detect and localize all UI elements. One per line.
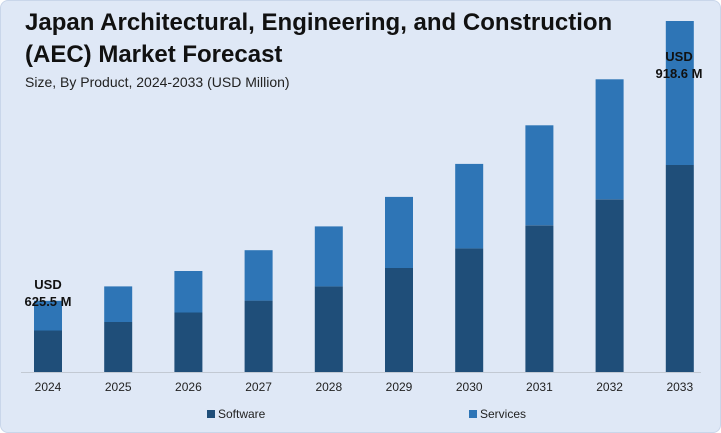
bar-services-2033 (665, 21, 694, 165)
legend-item-software: Software (207, 406, 265, 422)
x-tick-label-2026: 2026 (175, 380, 202, 394)
first-value-currency: USD (34, 277, 62, 292)
x-tick-label-2033: 2033 (666, 380, 693, 394)
x-tick-label-2030: 2030 (456, 380, 483, 394)
bar-services-2027 (244, 250, 273, 301)
bar-services-2029 (385, 196, 413, 268)
bar-services-2030 (455, 163, 484, 249)
bar-services-2026 (174, 271, 203, 313)
x-tick-label-2031: 2031 (526, 380, 553, 394)
bar-software-2024 (34, 330, 62, 372)
last-value-callout: USD 918.6 M (639, 48, 719, 82)
first-value-amount: 625.5 M (24, 294, 72, 309)
chart-subtitle: Size, By Product, 2024-2033 (USD Million… (25, 74, 290, 90)
bar-services-2025 (104, 286, 133, 322)
chart-legend: Software Services (1, 406, 720, 424)
last-value-amount: 918.6 M (655, 66, 703, 81)
legend-swatch-software (207, 410, 215, 418)
bar-software-2025 (104, 322, 133, 372)
bar-software-2030 (455, 248, 484, 372)
bar-services-2031 (525, 125, 554, 226)
last-value-currency: USD (665, 49, 693, 64)
bar-software-2033 (665, 164, 694, 372)
legend-item-services: Services (469, 406, 526, 422)
x-tick-label-2024: 2024 (35, 380, 62, 394)
legend-label-software: Software (218, 407, 266, 421)
bar-software-2031 (525, 225, 554, 372)
bar-software-2032 (595, 199, 624, 372)
bar-software-2029 (385, 268, 413, 372)
x-tick-label-2032: 2032 (596, 380, 623, 394)
bar-software-2028 (314, 286, 343, 372)
legend-label-services: Services (480, 407, 527, 421)
x-tick-label-2025: 2025 (105, 380, 132, 394)
legend-swatch-services (469, 410, 477, 418)
chart-title: Japan Architectural, Engineering, and Co… (25, 9, 613, 68)
x-tick-label-2027: 2027 (245, 380, 272, 394)
x-tick-label-2028: 2028 (315, 380, 342, 394)
bar-services-2028 (314, 226, 343, 287)
bar-services-2024 (34, 300, 62, 331)
first-value-callout: USD 625.5 M (8, 276, 88, 310)
bar-software-2026 (174, 312, 203, 372)
x-tick-label-2029: 2029 (386, 380, 413, 394)
bar-services-2032 (595, 79, 624, 200)
bar-software-2027 (244, 300, 273, 372)
